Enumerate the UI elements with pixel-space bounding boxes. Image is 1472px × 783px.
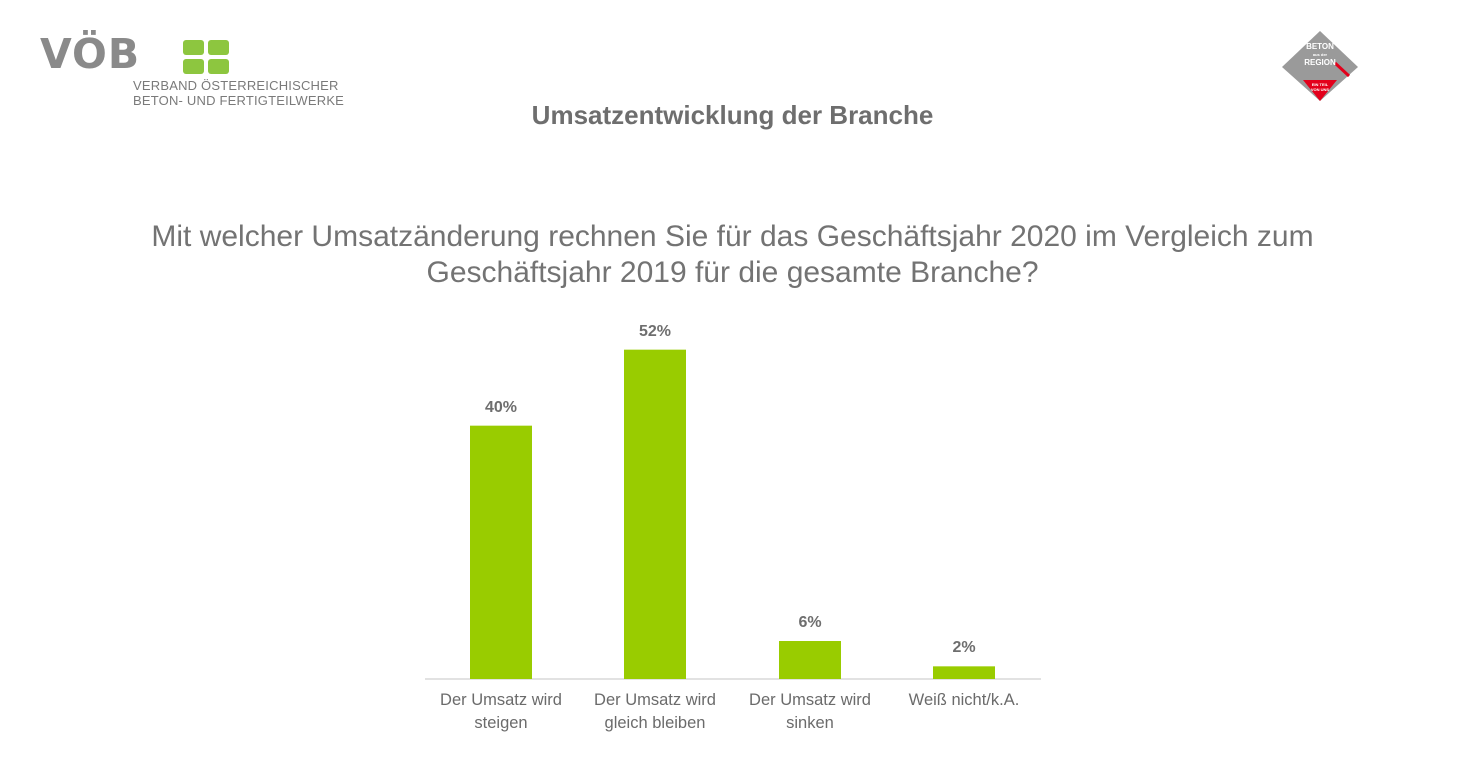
badge-line2: aus der [1313, 52, 1328, 57]
badge-line1: BETON [1306, 42, 1334, 51]
bar-4 [933, 666, 995, 679]
voeb-logo-letters: VÖB [40, 30, 141, 78]
category-label-line: Der Umsatz wird [594, 691, 716, 709]
category-label-4: Weiß nicht/k.A. [889, 689, 1039, 712]
bar-3 [779, 641, 841, 679]
data-label-2: 52% [638, 322, 672, 340]
category-label-line: gleich bleiben [604, 714, 706, 732]
badge-line4: EIN TEIL [1312, 82, 1329, 87]
voeb-logo-line1: VERBAND ÖSTERREICHISCHER [133, 78, 339, 93]
category-label-line: Der Umsatz wird [440, 691, 562, 709]
data-label-4: 2% [952, 639, 976, 657]
category-label-line: Weiß nicht/k.A. [908, 691, 1020, 709]
category-label-2: Der Umsatz wird gleich bleiben [580, 689, 730, 735]
data-label-1: 40% [484, 398, 518, 416]
survey-question: Mit welcher Umsatzänderung rechnen Sie f… [0, 219, 1465, 291]
voeb-logo: VÖB VERBAND ÖSTERREICHISCHER BETON- UND … [40, 34, 344, 110]
badge-line3: REGION [1304, 58, 1336, 67]
data-label-3: 6% [798, 614, 822, 631]
voeb-logo-squares-icon [183, 40, 229, 74]
category-label-line: steigen [474, 714, 528, 732]
category-label-1: Der Umsatz wird steigen [426, 689, 576, 735]
question-line2: Geschäftsjahr 2019 für die gesamte Branc… [426, 256, 1039, 289]
page-title: Umsatzentwicklung der Branche [531, 100, 934, 130]
voeb-logo-line2: BETON- UND FERTIGTEILWERKE [133, 93, 345, 108]
category-label-line: Der Umsatz wird [749, 691, 871, 709]
bar-chart: 40% Der Umsatz wird steigen 52% Der Umsatz w… [420, 323, 1060, 750]
beton-region-logo: BETON aus der REGION EIN TEIL VON UNS [1282, 31, 1358, 101]
bar-1 [470, 425, 532, 679]
category-label-line: sinken [786, 714, 834, 732]
bar-chart-svg [425, 349, 1041, 680]
question-line1: Mit welcher Umsatzänderung rechnen Sie f… [151, 220, 1314, 253]
category-label-3: Der Umsatz wird sinken [735, 689, 885, 735]
bar-2 [624, 349, 686, 679]
badge-line5: VON UNS [1311, 87, 1330, 92]
